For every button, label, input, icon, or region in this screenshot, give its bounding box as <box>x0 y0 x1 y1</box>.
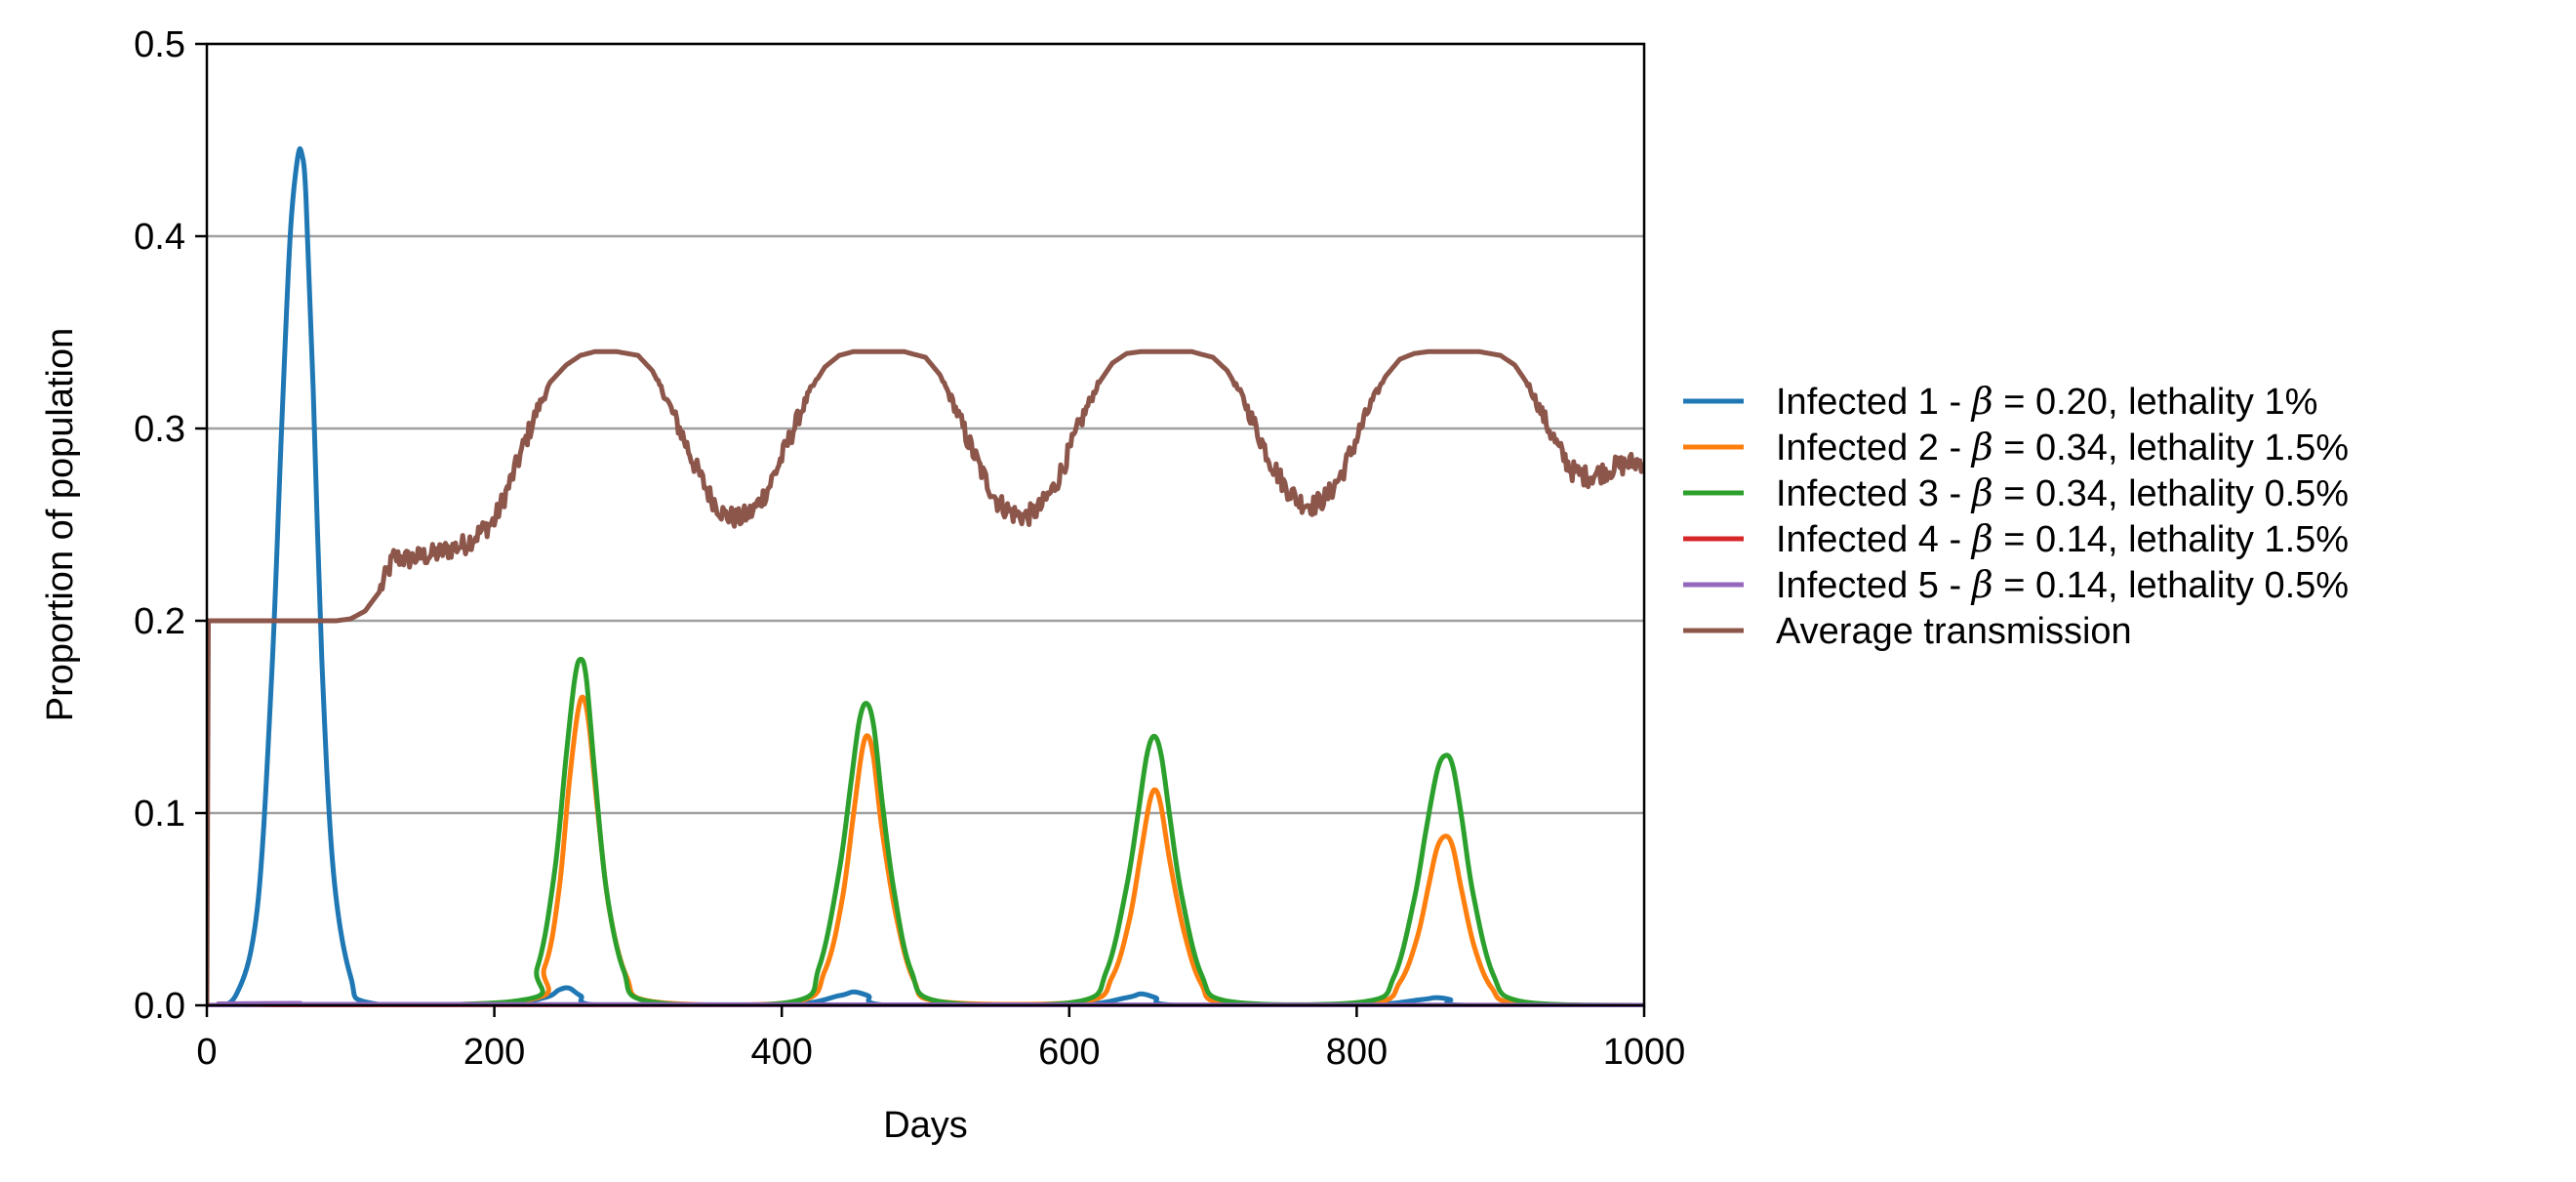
series-line-2 <box>207 694 1644 1007</box>
x-tick-label-4: 800 <box>1326 1032 1388 1073</box>
legend-beta-value: 0.14 <box>2035 519 2108 560</box>
legend-lethality: lethality 0.5% <box>2128 473 2349 514</box>
legend-lethality: lethality 1.5% <box>2128 519 2349 560</box>
legend-lethality: lethality 1.5% <box>2128 428 2349 469</box>
legend-label-6: Average transmission <box>1776 611 2132 652</box>
plot-frame <box>205 42 1646 1007</box>
y-axis-label: Proportion of population <box>40 328 81 722</box>
legend-label-4: Infected 4 - β = 0.14, lethality 1.5% <box>1776 517 2349 560</box>
legend: Infected 1 - β = 0.20, lethality 1%Infec… <box>1683 380 2349 652</box>
y-tick-label-2: 0.2 <box>134 601 185 642</box>
x-tick-label-1: 200 <box>463 1032 525 1073</box>
series-line-6 <box>207 348 1644 1007</box>
y-tick-label-1: 0.1 <box>134 794 185 835</box>
legend-beta-value: 0.20 <box>2035 382 2108 423</box>
legend-label-1: Infected 1 - β = 0.20, lethality 1% <box>1776 380 2317 423</box>
x-axis-ticks: 0 200 400 600 800 1000 <box>196 1005 1685 1073</box>
legend-series-name: Infected 4 <box>1776 519 1939 560</box>
legend-label-2: Infected 2 - β = 0.34, lethality 1.5% <box>1776 426 2349 469</box>
legend-series-name: Infected 2 <box>1776 428 1939 469</box>
legend-series-name: Infected 5 <box>1776 565 1939 606</box>
legend-series-name: Average transmission <box>1776 611 2132 652</box>
y-tick-label-3: 0.3 <box>134 409 185 450</box>
series-line-3 <box>207 656 1644 1007</box>
x-tick-label-2: 400 <box>750 1032 812 1073</box>
x-tick-label-5: 1000 <box>1603 1032 1686 1073</box>
y-tick-label-5: 0.5 <box>134 24 185 65</box>
plot-area <box>207 145 1644 1007</box>
y-tick-label-0: 0.0 <box>134 986 185 1027</box>
legend-lethality: lethality 1% <box>2128 382 2317 423</box>
legend-beta-value: 0.14 <box>2035 565 2108 606</box>
legend-label-3: Infected 3 - β = 0.34, lethality 0.5% <box>1776 471 2349 514</box>
legend-beta-value: 0.34 <box>2035 473 2108 514</box>
legend-label-5: Infected 5 - β = 0.14, lethality 0.5% <box>1776 563 2349 606</box>
legend-lethality: lethality 0.5% <box>2128 565 2349 606</box>
y-axis-ticks: 0.0 0.1 0.2 0.3 0.4 0.5 <box>134 24 207 1027</box>
x-tick-label-3: 600 <box>1038 1032 1100 1073</box>
x-tick-label-0: 0 <box>196 1032 217 1073</box>
legend-series-name: Infected 3 <box>1776 473 1939 514</box>
gridlines <box>207 42 1644 1007</box>
legend-beta-value: 0.34 <box>2035 428 2108 469</box>
x-axis-label: Days <box>883 1105 968 1146</box>
legend-series-name: Infected 1 <box>1776 382 1939 423</box>
y-tick-label-4: 0.4 <box>134 217 185 258</box>
